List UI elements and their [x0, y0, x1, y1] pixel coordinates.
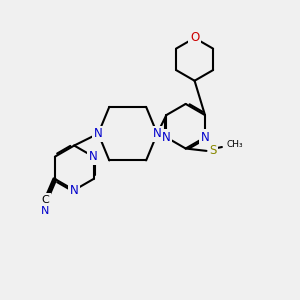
Text: O: O — [190, 32, 199, 44]
Text: N: N — [89, 150, 98, 163]
Text: N: N — [201, 131, 209, 144]
Text: N: N — [94, 127, 103, 140]
Text: N: N — [153, 127, 162, 140]
Text: CH₃: CH₃ — [226, 140, 243, 148]
Text: N: N — [70, 184, 79, 196]
Text: S: S — [209, 144, 217, 157]
Text: N: N — [162, 131, 171, 144]
Text: N: N — [41, 206, 50, 216]
Text: C: C — [41, 195, 49, 205]
